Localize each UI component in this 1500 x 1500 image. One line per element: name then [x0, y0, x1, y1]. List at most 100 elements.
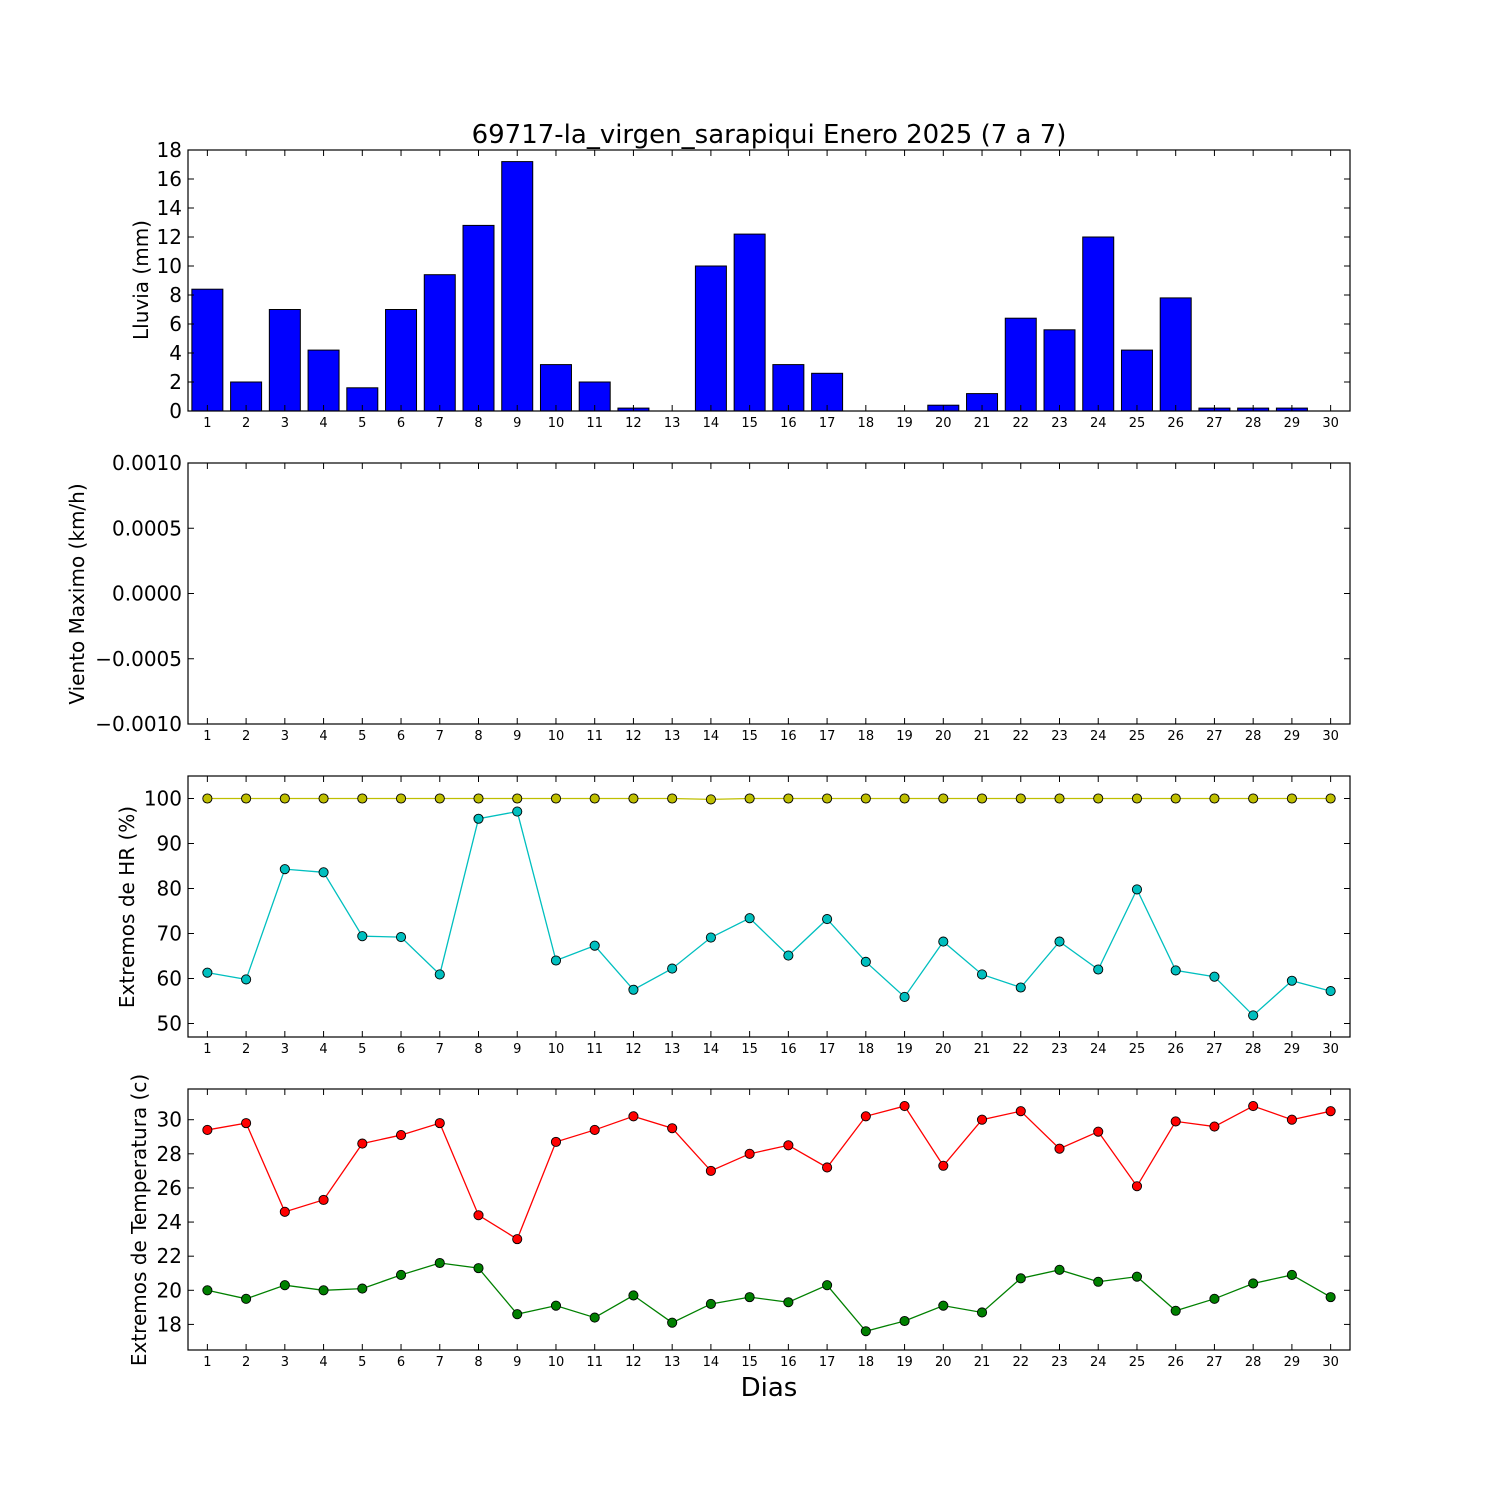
hr-ytick-label: 90	[157, 832, 182, 856]
temperatura-xtick-label: 8	[474, 1355, 482, 1370]
lluvia-axes-frame	[187, 149, 1351, 412]
lluvia-xtick-label: 16	[780, 416, 797, 431]
temperatura-ytick-label: 28	[157, 1142, 182, 1166]
temperatura-series-1-point	[899, 1315, 910, 1327]
hr-series-0-point	[357, 793, 368, 804]
hr-xtick-label: 16	[780, 1042, 797, 1057]
hr-lines	[202, 793, 1336, 1021]
temperatura-series-1-point	[822, 1280, 833, 1291]
hr-series-0-point	[667, 793, 678, 804]
hr-series-1-point	[1248, 1010, 1259, 1021]
hr-xtick-label: 26	[1167, 1042, 1184, 1057]
temperatura-xtick-label: 20	[935, 1355, 952, 1370]
hr-xtick-label: 9	[513, 1042, 521, 1057]
viento-xtick-label: 19	[896, 729, 913, 744]
hr-xtick-label: 7	[436, 1042, 444, 1057]
temperatura-xtick-label: 23	[1051, 1355, 1068, 1370]
hr-series-0-point	[473, 793, 484, 804]
hr-xtick-label: 3	[281, 1042, 289, 1057]
temperatura-series-0-point	[434, 1118, 445, 1129]
temperatura-series-1-point	[628, 1290, 639, 1301]
lluvia-bar	[694, 265, 727, 412]
lluvia-bar	[772, 364, 805, 412]
temperatura-ylabel: Extremos de Temperatura (c)	[127, 1074, 151, 1366]
lluvia-xtick-label: 10	[548, 416, 565, 431]
viento-xtick-label: 23	[1051, 729, 1068, 744]
hr-xtick-label: 10	[548, 1042, 565, 1057]
hr-series-1-point	[938, 936, 949, 947]
viento-ytick-label: 0.0005	[112, 516, 182, 540]
hr-series-0-point	[395, 793, 407, 804]
lluvia-ytick-label: 2	[169, 370, 182, 394]
temperatura-series-1-point	[202, 1285, 213, 1296]
lluvia-xtick-label: 22	[1012, 416, 1029, 431]
hr-xtick-label: 23	[1051, 1042, 1068, 1057]
lluvia-ytick-label: 6	[169, 312, 182, 336]
hr-series-0-point	[1170, 793, 1181, 804]
hr-xtick-label: 21	[974, 1042, 991, 1057]
temperatura-xtick-label: 15	[741, 1355, 758, 1370]
hr-series-1-point	[1325, 986, 1336, 997]
hr-ytick-label: 80	[157, 877, 182, 901]
lluvia-ticks: 1 2 3 4 5 6 7 8 9 10 11 12 13 14 15 16 17 18 19 20 21 22 23 24 2…	[157, 138, 1350, 431]
lluvia-xtick-label: 17	[819, 416, 836, 431]
hr-ylabel: Extremos de HR (%)	[115, 806, 139, 1008]
lluvia-ylabel: Lluvia (mm)	[129, 220, 153, 340]
viento-xtick-label: 24	[1090, 729, 1107, 744]
hr-series-0-point	[434, 793, 445, 804]
viento-xtick-label: 30	[1322, 729, 1339, 744]
hr-series-1-point	[822, 914, 833, 925]
lluvia-xtick-label: 20	[935, 416, 952, 431]
temperatura-ytick-label: 24	[157, 1210, 182, 1234]
hr-ytick-label: 70	[157, 922, 182, 946]
lluvia-xtick-label: 21	[974, 416, 991, 431]
temperatura-series-1-point	[395, 1269, 407, 1280]
temperatura-series-1-point	[1131, 1271, 1143, 1282]
temperatura-series-1-point	[976, 1307, 988, 1318]
hr-xtick-label: 28	[1245, 1042, 1262, 1057]
panel-lluvia: 1 2 3 4 5 6 7 8 9 10 11 12 13 14 15 16 17 18 19 20 21 22 23 24 2…	[129, 138, 1351, 431]
hr-xtick-label: 27	[1206, 1042, 1223, 1057]
temperatura-series-0-point	[357, 1138, 368, 1149]
temperatura-series-1-point	[512, 1309, 523, 1320]
hr-axes-frame	[187, 775, 1351, 1038]
temperatura-series-0-point	[550, 1136, 562, 1147]
hr-series-1-point	[744, 913, 755, 924]
hr-xtick-label: 29	[1284, 1042, 1301, 1057]
lluvia-bar	[1159, 297, 1192, 412]
hr-series-0-point	[550, 793, 562, 804]
lluvia-bar	[1082, 236, 1115, 412]
hr-series-0-line	[207, 797, 1331, 801]
hr-series-1-point	[202, 967, 213, 978]
lluvia-bar	[191, 288, 224, 412]
temperatura-series-1-point	[667, 1317, 678, 1328]
lluvia-xtick-label: 26	[1167, 416, 1184, 431]
hr-xtick-label: 18	[858, 1042, 875, 1057]
temperatura-series-1-point	[473, 1263, 484, 1274]
panel-viento: 1 2 3 4 5 6 7 8 9 10 11 12 13 14 15 16 17 18 19 20 21 22 23 24 2…	[65, 451, 1351, 744]
lluvia-xtick-label: 30	[1322, 416, 1339, 431]
lluvia-xtick-label: 29	[1284, 416, 1301, 431]
lluvia-xtick-label: 7	[436, 416, 444, 431]
viento-xtick-label: 5	[358, 729, 366, 744]
hr-series-1-point	[434, 969, 445, 980]
temperatura-xtick-label: 4	[319, 1355, 327, 1370]
x-axis-label: Dias	[741, 1373, 798, 1403]
temperatura-series-1-point	[357, 1283, 368, 1294]
temperatura-series-0-point	[783, 1140, 794, 1151]
viento-ylabel: Viento Maximo (km/h)	[65, 483, 89, 704]
hr-ticks: 1 2 3 4 5 6 7 8 9 10 11 12 13 14 15 16 17 18 19 20 21 22 23 24 2…	[144, 776, 1350, 1057]
hr-series-1-point	[1131, 884, 1143, 895]
lluvia-xtick-label: 2	[242, 416, 250, 431]
temperatura-series-0-point	[822, 1162, 833, 1173]
temperatura-series-1-point	[1248, 1278, 1259, 1289]
lluvia-xtick-label: 13	[664, 416, 681, 431]
hr-series-0-point	[1015, 793, 1026, 804]
hr-series-1-point	[628, 984, 639, 995]
temperatura-xtick-label: 21	[974, 1355, 991, 1370]
viento-xtick-label: 2	[242, 729, 250, 744]
temperatura-ytick-label: 26	[157, 1176, 182, 1200]
viento-ticks: 1 2 3 4 5 6 7 8 9 10 11 12 13 14 15 16 17 18 19 20 21 22 23 24 2…	[95, 451, 1350, 744]
hr-xtick-label: 25	[1129, 1042, 1146, 1057]
lluvia-xtick-label: 14	[703, 416, 720, 431]
